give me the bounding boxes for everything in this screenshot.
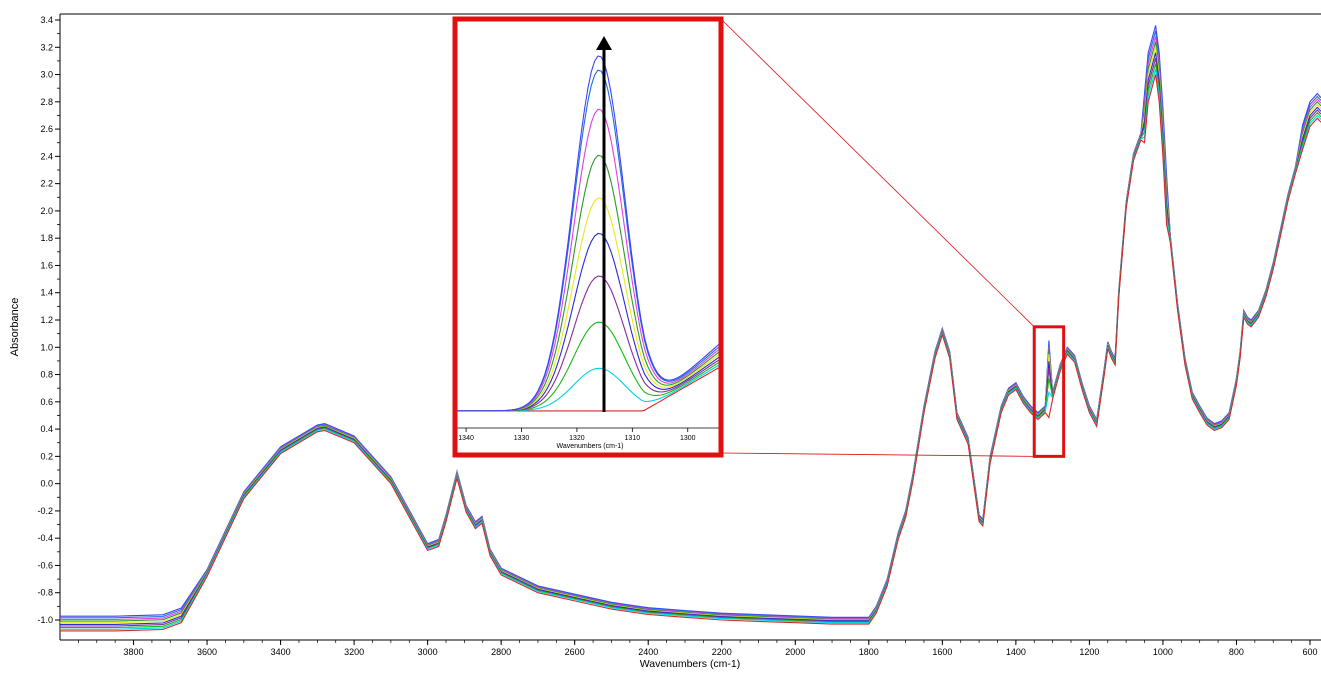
inset-arrow-head [596,36,612,50]
x-tick-label: 1200 [1079,647,1099,657]
y-tick-label: 1.0 [40,342,53,352]
inset-series-group [455,55,722,412]
x-tick-label: 1800 [859,647,879,657]
zoom-line-bottom [720,452,1035,457]
x-tick-label: 600 [1302,647,1317,657]
inset-x-tick-label: 1300 [680,435,696,442]
y-tick-label: 3.0 [40,70,53,80]
x-tick-label: 1600 [932,647,952,657]
y-tick-label: 0.8 [40,370,53,380]
y-tick-label: -0.6 [37,560,53,570]
inset-plot: 1340 1330 1320 1310 1300 Wavenumbers (cm-1) [452,16,724,458]
y-tick-label: -1.0 [37,615,53,625]
y-tick-label: 2.2 [40,179,53,189]
y-tick-label: 0.0 [40,479,53,489]
x-tick-label: 1000 [1153,647,1173,657]
zoom-line-top [720,18,1035,328]
y-tick-label: 1.8 [40,233,53,243]
y-tick-label: 3.4 [40,15,53,25]
highlight-box [1032,325,1066,458]
x-tick-label: 3000 [418,647,438,657]
x-tick-label: 3400 [271,647,291,657]
y-tick-label: 0.2 [40,451,53,461]
y-axis-label: Absorbance [9,298,21,357]
y-tick-label: 3.2 [40,42,53,52]
inset-x-tick-label: 1310 [625,435,641,442]
y-tick-label: 0.4 [40,424,53,434]
y-tick-label: -0.2 [37,506,53,516]
y-tick-label: -0.8 [37,588,53,598]
x-tick-label: 3200 [344,647,364,657]
y-tick-label: 1.4 [40,288,53,298]
x-tick-label: 800 [1229,647,1244,657]
inset-x-ticks: 1340 1330 1320 1310 1300 [458,428,696,442]
x-tick-label: 2800 [491,647,511,657]
x-tick-label: 2600 [565,647,585,657]
x-tick-label: 2200 [712,647,732,657]
inset-x-tick-label: 1320 [569,435,585,442]
main-y-ticks: -1.0 -0.8 -0.6 -0.4 -0.2 0.0 0.2 0.4 0.6 0.8 1.0 1.… [37,15,60,625]
y-tick-label: 1.2 [40,315,53,325]
x-tick-label: 3600 [197,647,217,657]
y-tick-label: 2.8 [40,97,53,107]
inset-border [452,16,724,458]
inset-x-tick-label: 1330 [514,435,530,442]
x-tick-label: 1400 [1006,647,1026,657]
x-tick-label: 2400 [638,647,658,657]
y-tick-label: 0.6 [40,397,53,407]
y-tick-label: 2.4 [40,151,53,161]
y-tick-label: 2.6 [40,124,53,134]
zoom-indicator [720,18,1066,458]
y-tick-label: 2.0 [40,206,53,216]
x-tick-label: 3800 [124,647,144,657]
x-tick-label: 2000 [785,647,805,657]
inset-x-tick-label: 1340 [458,435,474,442]
y-tick-label: 1.6 [40,260,53,270]
y-tick-label: -0.4 [37,533,53,543]
inset-x-axis-label: Wavenumbers (cm-1) [556,443,623,450]
inset-series-line [455,55,722,412]
main-x-ticks: 3800 3600 3400 3200 3000 2800 2600 2400 2200 2000… [78,640,1317,657]
x-axis-label: Wavenumbers (cm-1) [640,658,741,670]
